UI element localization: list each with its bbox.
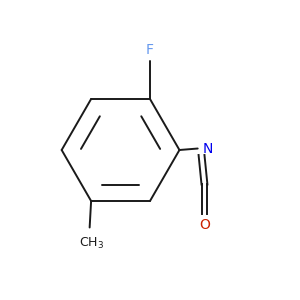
Text: N: N bbox=[203, 142, 213, 155]
Text: F: F bbox=[146, 43, 154, 57]
Text: O: O bbox=[199, 218, 210, 232]
Text: CH$_3$: CH$_3$ bbox=[79, 236, 104, 251]
